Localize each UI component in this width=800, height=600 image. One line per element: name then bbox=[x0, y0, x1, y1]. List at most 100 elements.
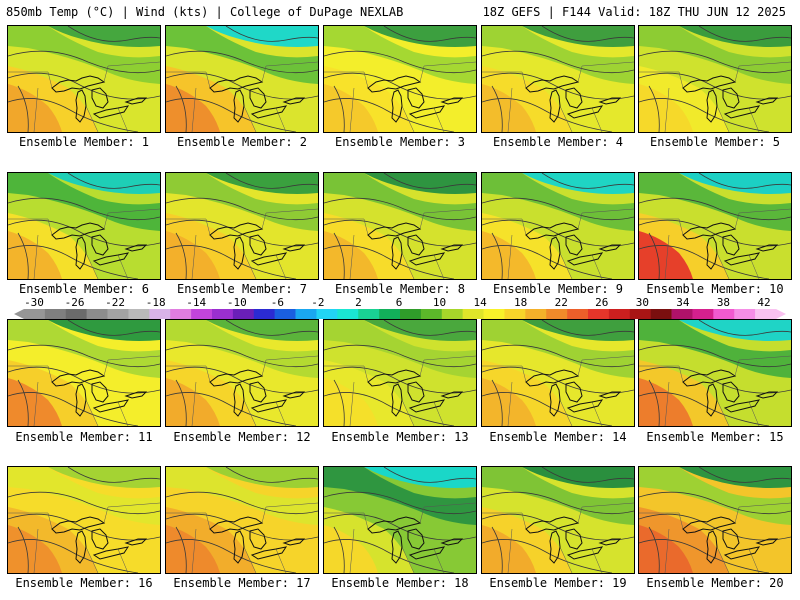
colorbar-tick-label: 34 bbox=[676, 296, 690, 309]
height-contour bbox=[482, 491, 634, 515]
height-contour bbox=[324, 245, 455, 279]
colorbar-swatch bbox=[755, 309, 777, 319]
height-contour bbox=[541, 320, 634, 336]
political-borders bbox=[166, 208, 318, 279]
colorbar-swatch bbox=[504, 309, 526, 319]
height-contour bbox=[166, 539, 297, 573]
temperature-band bbox=[482, 378, 536, 426]
ensemble-member-label: Ensemble Member: 2 bbox=[176, 135, 308, 149]
temperature-band bbox=[324, 467, 476, 525]
colorbar-swatch bbox=[44, 309, 67, 319]
great-lakes-outline bbox=[367, 516, 464, 564]
great-lakes-outline bbox=[682, 516, 779, 564]
height-contour bbox=[324, 98, 455, 132]
ensemble-panel bbox=[7, 466, 161, 574]
colorbar-swatch bbox=[713, 309, 735, 319]
temperature-band bbox=[639, 26, 791, 84]
temperature-band bbox=[166, 231, 220, 279]
colorbar-tick-label: -26 bbox=[64, 296, 85, 309]
temperature-band bbox=[8, 525, 62, 573]
temperature-band bbox=[324, 84, 378, 132]
ensemble-member-label: Ensemble Member: 16 bbox=[15, 576, 153, 590]
temperature-map bbox=[166, 320, 318, 426]
ensemble-member-label: Ensemble Member: 17 bbox=[173, 576, 311, 590]
colorbar-swatch bbox=[734, 309, 756, 319]
colorbar-tick-label: 26 bbox=[595, 296, 609, 309]
ensemble-member-label: Ensemble Member: 11 bbox=[15, 430, 153, 444]
colorbar-arrow-left bbox=[14, 309, 24, 319]
height-contour bbox=[333, 526, 345, 573]
colorbar-swatch bbox=[483, 309, 505, 319]
colorbar-swatch bbox=[608, 309, 631, 319]
temperature-band bbox=[8, 84, 62, 132]
height-contour bbox=[482, 50, 634, 74]
height-contour bbox=[491, 526, 503, 573]
height-contour bbox=[324, 344, 476, 368]
colorbar-swatch bbox=[525, 309, 547, 319]
political-borders bbox=[639, 208, 791, 279]
height-contour bbox=[491, 379, 503, 426]
temperature-map bbox=[482, 320, 634, 426]
colorbar-tick-label: 14 bbox=[473, 296, 487, 309]
temperature-band bbox=[166, 525, 220, 573]
height-contour bbox=[8, 539, 139, 573]
height-contour bbox=[482, 392, 613, 426]
great-lakes-outline bbox=[209, 222, 306, 270]
political-borders bbox=[639, 502, 791, 573]
height-contour bbox=[648, 232, 660, 279]
height-contour bbox=[67, 467, 160, 483]
height-contour bbox=[482, 344, 634, 368]
height-contour bbox=[175, 526, 187, 573]
height-contour bbox=[383, 320, 476, 336]
ensemble-panel bbox=[638, 466, 792, 574]
great-lakes-outline bbox=[209, 369, 306, 417]
height-contour bbox=[333, 379, 345, 426]
great-lakes-outline bbox=[682, 222, 779, 270]
height-contour bbox=[324, 50, 476, 74]
height-contour bbox=[166, 98, 297, 132]
temperature-band bbox=[324, 525, 378, 573]
height-contour bbox=[383, 467, 476, 483]
temperature-colorbar bbox=[14, 309, 786, 319]
height-contour bbox=[166, 344, 318, 368]
temperature-map bbox=[8, 173, 160, 279]
colorbar-tick-label: 10 bbox=[432, 296, 447, 309]
height-contour bbox=[225, 26, 318, 42]
temperature-band bbox=[482, 173, 634, 231]
colorbar-swatch bbox=[232, 309, 255, 319]
height-contour bbox=[175, 85, 187, 132]
height-contour bbox=[166, 197, 318, 221]
ensemble-panel bbox=[165, 172, 319, 280]
colorbar-tick-label: -2 bbox=[311, 296, 325, 309]
height-contour bbox=[639, 98, 770, 132]
colorbar-tick-label: 22 bbox=[554, 296, 568, 309]
temperature-band bbox=[639, 525, 693, 573]
height-contour bbox=[482, 539, 613, 573]
ensemble-panel bbox=[323, 466, 477, 574]
height-contour bbox=[8, 50, 160, 74]
colorbar-tick-label: 2 bbox=[355, 296, 362, 309]
height-contour bbox=[383, 26, 476, 42]
colorbar-tick-label: 6 bbox=[395, 296, 403, 309]
ensemble-panel bbox=[638, 25, 792, 133]
colorbar-swatch bbox=[65, 309, 87, 319]
temperature-map bbox=[166, 173, 318, 279]
colorbar-swatch bbox=[191, 309, 213, 319]
ensemble-panel bbox=[638, 319, 792, 427]
ensemble-panel bbox=[323, 172, 477, 280]
colorbar-swatch bbox=[86, 309, 108, 319]
height-contour bbox=[324, 197, 476, 221]
ensemble-panel bbox=[481, 25, 635, 133]
height-contour bbox=[541, 173, 634, 189]
temperature-band bbox=[639, 84, 693, 132]
ensemble-panel bbox=[7, 319, 161, 427]
height-contour bbox=[225, 467, 318, 483]
height-contour bbox=[8, 98, 139, 132]
height-contour bbox=[333, 85, 345, 132]
height-contour bbox=[482, 245, 613, 279]
height-contour bbox=[324, 539, 455, 573]
height-contour bbox=[17, 379, 29, 426]
ensemble-panel bbox=[323, 25, 477, 133]
political-borders bbox=[8, 208, 160, 279]
height-contour bbox=[324, 392, 455, 426]
